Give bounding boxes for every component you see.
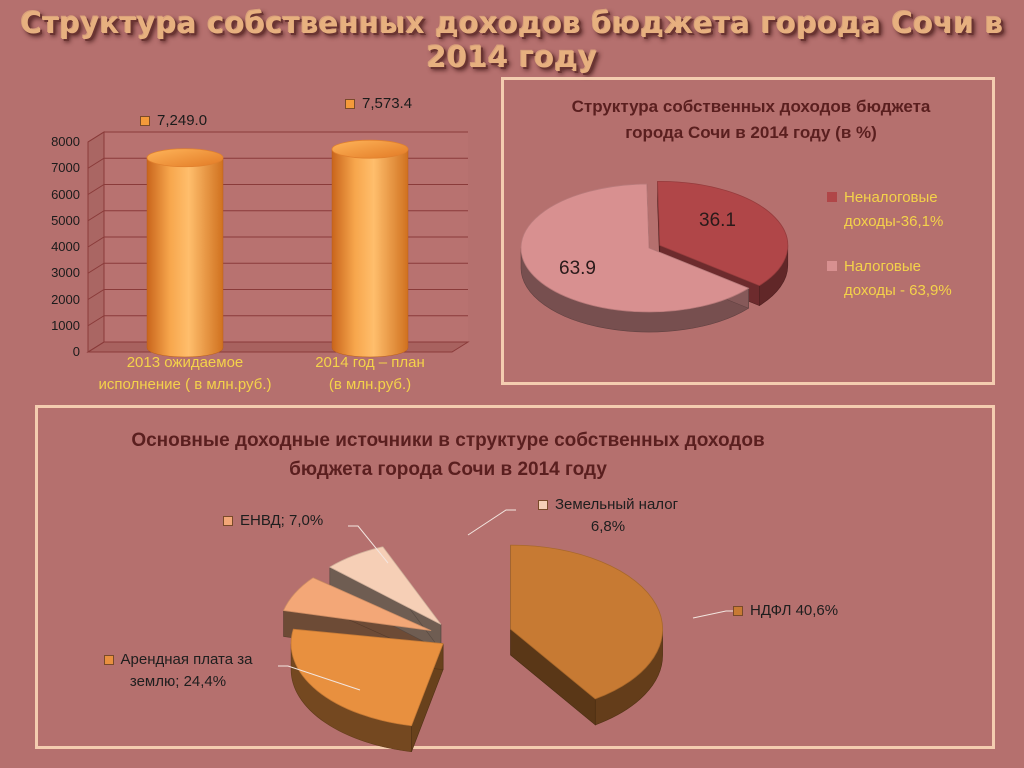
sources-pie-title-line-2: бюджета города Сочи в 2014 году — [289, 459, 607, 480]
pie2-slice-top — [328, 546, 442, 625]
percent-pie-title-line-1: Структура собственных доходов бюджета — [571, 97, 931, 116]
pie1-legend-nonnalog-line-2: доходы-36,1% — [844, 213, 944, 230]
bar-data-label-text: 7,249.0 — [157, 112, 208, 129]
pie2-label-arenda: Арендная плата за землю; 24,4% — [78, 649, 278, 693]
pie1-legend-swatch-nonnalog — [827, 192, 837, 202]
pie2-label-zemelny: Земельный налог 6,8% — [518, 494, 698, 538]
y-tick-label: 7000 — [51, 160, 80, 176]
leader-zemelny — [467, 509, 516, 536]
bar-category-label-line: (в млн.руб.) — [328, 376, 412, 393]
bar-chart: 0 1000 2000 3000 4000 5000 6000 7000 8000 7,249.… — [30, 90, 500, 410]
pie2-label-envd-text: ЕНВД; 7,0% — [240, 512, 324, 529]
marker-icon — [733, 606, 743, 616]
bar-cylinder-cap — [146, 148, 224, 168]
pie2-label-ndfl: НДФЛ 40,6% — [733, 600, 883, 622]
bar-cylinder-cap — [331, 139, 409, 159]
pie2-slice-top — [290, 628, 444, 727]
plot-floor — [86, 341, 470, 353]
bar-data-label-text: 7,573.4 — [362, 95, 413, 112]
pie1-slice-top — [657, 180, 789, 287]
bar-category-label: 2014 год – план (в млн.руб.) — [260, 352, 480, 396]
pie1-legend-nalog-line-2: доходы - 63,9% — [844, 282, 952, 299]
pie2-label-zemelny-text-1: Земельный налог — [554, 496, 679, 513]
bar-data-label: 7,249.0 — [140, 112, 207, 129]
bar-category-label-line: 2013 ожидаемое — [126, 354, 244, 371]
pie1-legend-nalog: Налоговые доходы - 63,9% — [827, 255, 952, 303]
y-tick-label: 3000 — [51, 265, 80, 281]
pie1-label-nonnalog: 36.1 — [699, 210, 736, 231]
percent-panel: Структура собственных доходов бюджета го… — [501, 77, 995, 385]
pie2-slice-top — [510, 544, 663, 700]
pie2-label-envd: ЕНВД; 7,0% — [223, 510, 353, 532]
percent-pie-title: Структура собственных доходов бюджета го… — [514, 94, 988, 146]
leader-ndfl — [692, 610, 738, 619]
pie1-legend-nalog-line-1: Налоговые — [844, 258, 922, 275]
pie2-label-ndfl-text: НДФЛ 40,6% — [750, 602, 839, 619]
marker-icon — [140, 116, 150, 126]
leader-arenda — [278, 665, 361, 691]
marker-icon — [223, 516, 233, 526]
pie1-legend-swatch-nalog — [827, 261, 837, 271]
sources-panel: Основные доходные источники в структуре … — [35, 405, 995, 752]
marker-icon — [103, 655, 114, 665]
y-tick-label: 6000 — [51, 186, 80, 202]
bar-category-label-line: 2014 год – план — [315, 354, 425, 371]
bar-cylinder-body — [146, 157, 224, 358]
pie1-legend-nonnalog: Неналоговые доходы-36,1% — [827, 186, 944, 234]
bar-cylinder-body — [331, 148, 409, 358]
pie2-label-arenda-text-1: Арендная плата за — [120, 651, 253, 668]
marker-icon — [537, 500, 548, 510]
slide-title: Структура собственных доходов бюджета го… — [20, 6, 1004, 74]
pie2-slice-top — [282, 577, 432, 632]
pie1-label-nalog: 63.9 — [559, 258, 596, 279]
y-tick-label: 4000 — [51, 239, 80, 254]
pie2-label-arenda-line-1: Арендная плата за — [78, 649, 278, 671]
bar-data-label: 7,573.4 — [345, 95, 412, 112]
percent-pie-svg — [520, 180, 789, 333]
y-tick-label: 5000 — [51, 212, 80, 228]
bar-category-label: 2013 ожидаемое исполнение ( в млн.руб.) — [75, 352, 295, 396]
marker-icon — [345, 99, 355, 109]
percent-pie-title-line-2: города Сочи в 2014 году (в %) — [625, 123, 877, 142]
sources-pie-title-line-1: Основные доходные источники в структуре … — [131, 430, 765, 451]
sources-pie-svg — [278, 509, 738, 752]
leader-envd — [348, 525, 389, 564]
pie2-label-arenda-line-2: землю; 24,4% — [129, 673, 227, 690]
y-tick-label: 8000 — [51, 134, 80, 149]
bar-category-label-line: исполнение ( в млн.руб.) — [98, 376, 272, 393]
pie1-slice-top — [520, 183, 750, 313]
sources-pie-title: Основные доходные источники в структуре … — [38, 426, 858, 484]
pie1-legend-nonnalog-line-1: Неналоговые — [844, 189, 938, 206]
y-tick-label: 2000 — [51, 291, 80, 307]
bar-chart-svg — [86, 131, 470, 358]
y-tick-label: 1000 — [51, 317, 80, 333]
pie2-label-zemelny-line-2: 6,8% — [590, 518, 626, 535]
pie2-label-zemelny-line-1: Земельный налог — [518, 494, 698, 516]
y-tick-label: 0 — [72, 344, 80, 359]
gridline — [87, 131, 468, 143]
